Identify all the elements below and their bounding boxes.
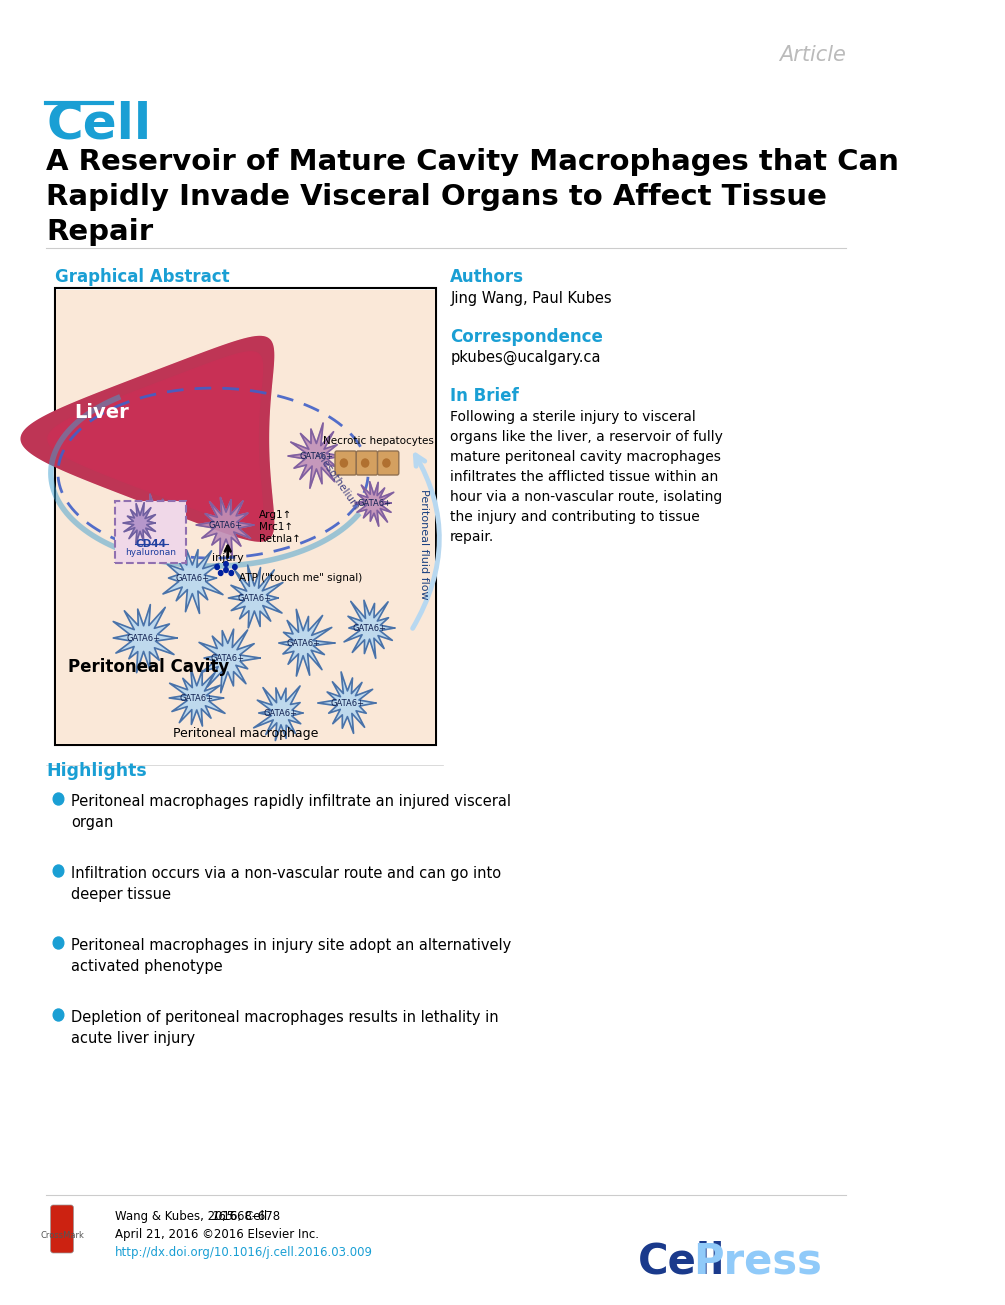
Text: A Reservoir of Mature Cavity Macrophages that Can: A Reservoir of Mature Cavity Macrophages… [46, 147, 898, 176]
Circle shape [224, 568, 228, 573]
Circle shape [229, 570, 233, 576]
Text: Rapidly Invade Visceral Organs to Affect Tissue: Rapidly Invade Visceral Organs to Affect… [46, 183, 827, 211]
Text: pkubes@ucalgary.ca: pkubes@ucalgary.ca [450, 350, 601, 365]
Circle shape [232, 565, 237, 569]
Polygon shape [163, 549, 223, 613]
Circle shape [218, 570, 223, 576]
Circle shape [362, 459, 369, 467]
Text: 165: 165 [211, 1210, 233, 1223]
Polygon shape [114, 604, 177, 672]
Text: GATA6+: GATA6+ [237, 594, 271, 603]
Text: Highlights: Highlights [46, 762, 147, 780]
Text: GATA6+: GATA6+ [299, 452, 334, 461]
Polygon shape [253, 686, 303, 740]
Text: Arg1↑: Arg1↑ [259, 510, 292, 519]
Polygon shape [123, 502, 156, 543]
Polygon shape [196, 497, 253, 556]
Polygon shape [124, 495, 185, 561]
Text: Correspondence: Correspondence [450, 328, 603, 346]
Text: GATA6+: GATA6+ [264, 709, 297, 718]
FancyBboxPatch shape [50, 1205, 73, 1253]
Polygon shape [48, 352, 262, 526]
Text: GATA6+: GATA6+ [140, 523, 174, 532]
Text: Press: Press [693, 1240, 822, 1282]
Text: Retnla↑: Retnla↑ [259, 534, 300, 544]
Text: GATA6+: GATA6+ [127, 633, 161, 642]
Text: April 21, 2016 ©2016 Elsevier Inc.: April 21, 2016 ©2016 Elsevier Inc. [116, 1228, 320, 1241]
Text: In Brief: In Brief [450, 388, 519, 405]
Text: Article: Article [780, 44, 846, 65]
Polygon shape [355, 482, 394, 526]
Text: hyaluronan: hyaluronan [126, 548, 176, 557]
Polygon shape [21, 337, 273, 542]
Text: Depletion of peritoneal macrophages results in lethality in
acute liver injury: Depletion of peritoneal macrophages resu… [71, 1010, 498, 1047]
Polygon shape [288, 423, 343, 488]
Text: Cell: Cell [46, 100, 151, 147]
Bar [55, 288, 436, 745]
Text: http://dx.doi.org/10.1016/j.cell.2016.03.009: http://dx.doi.org/10.1016/j.cell.2016.03… [116, 1246, 373, 1259]
Text: mesothelium: mesothelium [314, 450, 361, 512]
Text: Cell: Cell [638, 1240, 726, 1282]
Circle shape [53, 793, 63, 805]
Polygon shape [228, 565, 282, 628]
Text: Graphical Abstract: Graphical Abstract [55, 268, 229, 286]
Circle shape [53, 865, 63, 877]
Text: Peritoneal macrophage: Peritoneal macrophage [173, 727, 319, 740]
FancyBboxPatch shape [335, 452, 357, 475]
Text: GATA6+: GATA6+ [331, 698, 365, 707]
Text: Jing Wang, Paul Kubes: Jing Wang, Paul Kubes [450, 291, 612, 305]
Circle shape [224, 561, 228, 566]
FancyBboxPatch shape [357, 452, 378, 475]
Text: injury: injury [212, 553, 243, 562]
Text: GATA6+: GATA6+ [180, 693, 214, 702]
Text: Peritoneal macrophages in injury site adopt an alternatively
activated phenotype: Peritoneal macrophages in injury site ad… [71, 938, 512, 974]
Text: Peritoneal fluid flow: Peritoneal fluid flow [419, 488, 429, 599]
Text: Authors: Authors [450, 268, 525, 286]
Text: Following a sterile injury to visceral
organs like the liver, a reservoir of ful: Following a sterile injury to visceral o… [450, 410, 724, 544]
Text: ATP ("touch me" signal): ATP ("touch me" signal) [239, 573, 363, 583]
Circle shape [341, 459, 348, 467]
FancyBboxPatch shape [116, 501, 186, 562]
Text: Necrotic hepatocytes: Necrotic hepatocytes [323, 436, 433, 446]
Circle shape [53, 937, 63, 949]
Text: GATA6+: GATA6+ [357, 499, 391, 508]
Polygon shape [278, 609, 335, 676]
Text: Repair: Repair [46, 218, 153, 247]
Text: Infiltration occurs via a non-vascular route and can go into
deeper tissue: Infiltration occurs via a non-vascular r… [71, 867, 501, 902]
Polygon shape [21, 337, 273, 542]
Text: Wang & Kubes, 2016, Cell: Wang & Kubes, 2016, Cell [116, 1210, 271, 1223]
Text: GATA6+: GATA6+ [175, 573, 209, 582]
Polygon shape [169, 668, 225, 726]
Text: , 668–678: , 668–678 [221, 1210, 279, 1223]
Polygon shape [199, 629, 260, 693]
Text: CD44: CD44 [135, 539, 166, 549]
Circle shape [383, 459, 390, 467]
Text: Peritoneal macrophages rapidly infiltrate an injured visceral
organ: Peritoneal macrophages rapidly infiltrat… [71, 793, 511, 830]
Text: GATA6+: GATA6+ [211, 654, 245, 663]
Text: CrossMark: CrossMark [40, 1231, 84, 1240]
Text: GATA6+: GATA6+ [353, 624, 387, 633]
Bar [56, 290, 435, 744]
Text: Peritoneal Cavity: Peritoneal Cavity [68, 658, 229, 676]
Circle shape [53, 1009, 63, 1021]
Polygon shape [318, 672, 376, 733]
Text: Liver: Liver [74, 403, 130, 422]
Text: Mrc1↑: Mrc1↑ [259, 522, 292, 532]
Polygon shape [344, 600, 395, 658]
FancyArrowPatch shape [413, 455, 439, 629]
Circle shape [215, 565, 219, 569]
Text: GATA6+: GATA6+ [209, 521, 243, 530]
Text: GATA6+: GATA6+ [286, 638, 321, 647]
FancyBboxPatch shape [378, 452, 399, 475]
